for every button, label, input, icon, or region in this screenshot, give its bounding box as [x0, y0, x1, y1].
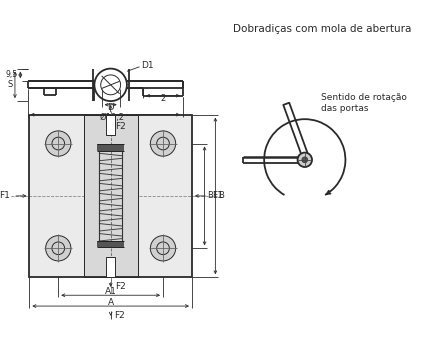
Text: 9,5: 9,5 [6, 70, 17, 79]
Text: 2: 2 [160, 94, 166, 103]
Text: F2: F2 [114, 311, 125, 319]
Bar [29, 115, 192, 277]
Text: B1: B1 [207, 191, 218, 201]
Circle shape [46, 131, 71, 156]
Text: D: D [107, 103, 114, 112]
Circle shape [46, 236, 71, 261]
Text: F1: F1 [0, 191, 10, 201]
Bar [84, 115, 138, 277]
Text: A: A [108, 298, 114, 307]
Bar [97, 241, 124, 247]
Circle shape [297, 152, 312, 167]
Circle shape [150, 131, 176, 156]
Text: D1: D1 [141, 61, 154, 70]
Text: F2: F2 [115, 282, 126, 291]
Bar [84, 115, 138, 277]
Bar [97, 144, 124, 151]
Text: Ø10,2: Ø10,2 [100, 113, 125, 122]
Text: F2: F2 [115, 122, 126, 131]
Text: S: S [8, 80, 13, 89]
Text: A1: A1 [105, 287, 116, 296]
Circle shape [150, 236, 176, 261]
Bar [106, 115, 115, 134]
Text: F1: F1 [212, 191, 223, 201]
Text: B: B [218, 191, 224, 201]
Bar [29, 115, 192, 277]
Text: Sentido de rotação
das portas: Sentido de rotação das portas [321, 94, 407, 113]
Circle shape [302, 157, 308, 163]
Bar [106, 257, 115, 277]
Text: Dobradiças com mola de abertura: Dobradiças com mola de abertura [233, 24, 412, 34]
